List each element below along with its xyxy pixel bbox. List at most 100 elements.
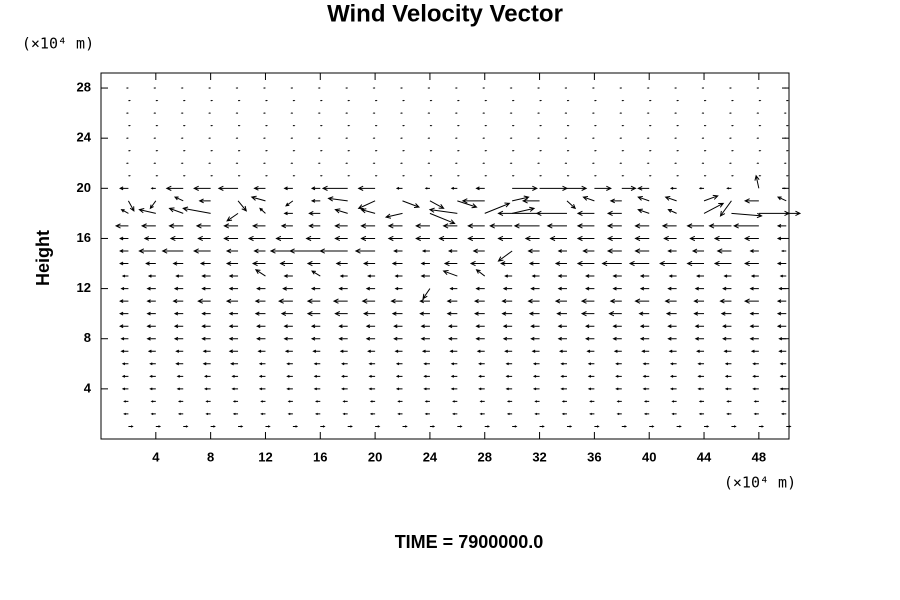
wind-arrow	[669, 374, 677, 378]
wind-arrow	[478, 362, 485, 366]
wind-arrow	[528, 261, 540, 266]
wind-arrow	[127, 200, 135, 212]
wind-arrow	[560, 362, 567, 366]
wind-arrow	[257, 349, 266, 353]
wind-arrow	[639, 336, 650, 341]
wind-arrow	[585, 324, 595, 329]
wind-arrow	[334, 208, 348, 214]
y-tick-label: 8	[84, 330, 91, 345]
wind-arrow	[698, 400, 705, 403]
wind-arrow	[443, 260, 458, 267]
wind-arrow	[723, 349, 732, 353]
wind-arrow	[539, 425, 545, 428]
wind-arrow	[169, 235, 184, 242]
wind-arrow	[306, 260, 321, 267]
wind-arrow	[420, 324, 430, 329]
wind-arrow	[250, 195, 266, 202]
wind-arrow	[778, 349, 787, 353]
wind-arrow	[415, 235, 430, 242]
wind-arrow	[691, 248, 705, 254]
wind-arrow	[121, 274, 129, 278]
wind-arrow	[606, 235, 622, 242]
wind-arrow	[532, 362, 540, 366]
wind-arrow	[161, 248, 184, 254]
wind-arrow	[497, 235, 513, 242]
wind-arrow	[123, 412, 129, 416]
x-tick-label: 40	[642, 449, 656, 464]
wind-arrow	[119, 249, 129, 253]
wind-arrow	[175, 349, 184, 353]
wind-arrow	[339, 349, 348, 353]
wind-arrow	[150, 400, 156, 403]
wind-arrow	[786, 210, 802, 217]
wind-arrow	[310, 336, 321, 341]
wind-arrow	[557, 286, 567, 291]
wind-arrow	[334, 223, 348, 229]
wind-arrow	[671, 400, 677, 403]
wind-arrow	[704, 425, 710, 428]
x-tick-label: 28	[478, 449, 492, 464]
wind-arrow	[402, 200, 421, 209]
wind-arrow	[478, 387, 485, 391]
wind-arrow	[587, 387, 595, 391]
wind-arrow	[176, 374, 184, 378]
wind-arrow	[475, 269, 486, 277]
wind-arrow	[664, 196, 677, 202]
wind-arrow	[539, 185, 569, 191]
wind-arrow	[697, 387, 705, 391]
wind-arrow	[450, 186, 458, 190]
wind-arrow	[504, 274, 513, 278]
wind-arrow	[201, 311, 211, 316]
wind-arrow	[119, 261, 129, 266]
wind-arrow	[146, 286, 156, 291]
wind-arrow	[424, 412, 430, 416]
wind-arrow	[395, 374, 403, 378]
wind-arrow	[576, 210, 595, 217]
wind-arrow	[582, 248, 595, 254]
wind-arrow	[210, 425, 216, 428]
wind-arrow	[720, 311, 732, 316]
wind-arrow	[616, 412, 622, 416]
wind-arrow	[502, 324, 513, 329]
wind-arrow	[199, 261, 211, 266]
wind-arrow	[204, 387, 211, 391]
wind-arrow	[146, 324, 156, 329]
wind-arrow	[512, 185, 538, 191]
wind-arrow	[489, 223, 513, 229]
wind-arrow	[278, 298, 293, 304]
wind-arrow	[753, 412, 759, 416]
wind-arrow	[308, 223, 321, 229]
wind-arrow	[429, 425, 436, 428]
wind-arrow	[395, 387, 403, 391]
wind-arrow	[497, 250, 513, 262]
wind-arrow	[397, 412, 403, 416]
wind-arrow	[776, 299, 787, 304]
wind-arrow	[749, 324, 759, 329]
wind-arrow	[461, 198, 485, 204]
wind-arrow	[201, 336, 211, 341]
wind-arrow	[621, 185, 637, 191]
wind-arrow	[176, 387, 184, 391]
y-tick-label: 28	[77, 79, 91, 94]
wind-arrow	[527, 298, 540, 304]
wind-arrow	[447, 324, 458, 329]
wind-arrow	[147, 349, 156, 353]
wind-arrow	[247, 235, 266, 242]
wind-arrow	[395, 362, 403, 366]
wind-arrow	[397, 400, 403, 403]
wind-arrow	[661, 223, 677, 229]
wind-arrow	[585, 274, 595, 278]
wind-arrow	[138, 248, 156, 254]
wind-arrow	[479, 400, 485, 403]
x-tick-label: 8	[207, 449, 214, 464]
wind-arrow	[342, 400, 348, 403]
wind-arrow	[703, 202, 725, 214]
wind-arrow	[306, 311, 321, 317]
wind-arrow	[429, 200, 445, 209]
wind-arrow	[449, 349, 458, 353]
x-unit: (×10⁴ m)	[724, 474, 796, 492]
wind-arrow	[752, 387, 759, 391]
wind-arrow	[341, 362, 348, 366]
wind-arrow	[368, 362, 376, 366]
wind-arrow	[367, 349, 376, 353]
